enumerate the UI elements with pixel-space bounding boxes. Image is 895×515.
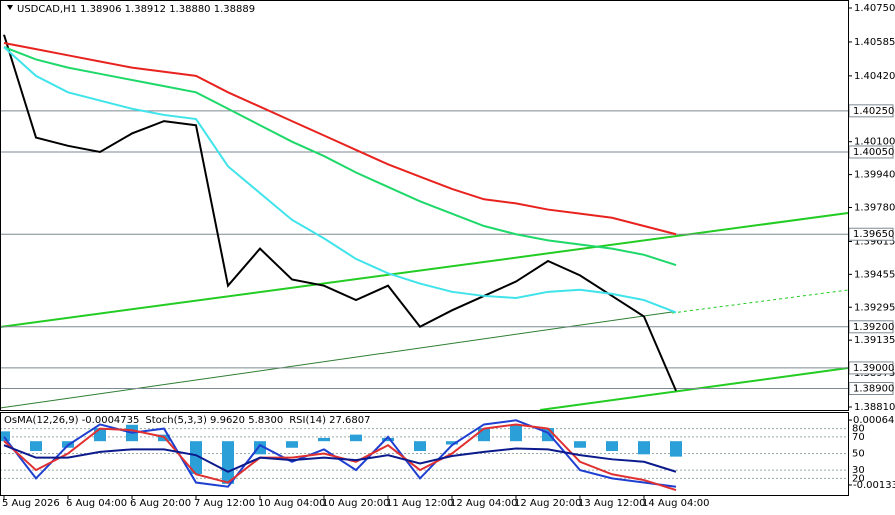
- legend-entry: Stoch(5,3,3) 9.9620 5.8300: [145, 415, 283, 426]
- series-line: [3, 444, 677, 473]
- series-line: [3, 46, 677, 267]
- level-label: 1.39000: [853, 363, 894, 374]
- y-tick-label: 1.40420: [854, 71, 895, 82]
- series-line: [3, 41, 677, 236]
- y-tick-label: 1.39780: [854, 203, 895, 214]
- histogram-bar: [510, 424, 522, 442]
- x-tick-label: 6 Aug 04:00: [66, 498, 127, 509]
- histogram-bar: [318, 437, 330, 442]
- histogram-bar: [574, 441, 586, 448]
- legend-entry: RSI(14) 27.6807: [289, 415, 370, 426]
- y-tick-label: 1.39295: [854, 302, 895, 313]
- x-tick-label: 12 Aug 20:00: [514, 498, 581, 509]
- y-tick-label: 1.39135: [854, 335, 895, 346]
- level-label: 1.40250: [853, 106, 894, 117]
- series-line: [3, 423, 677, 491]
- histogram-bar: [190, 441, 202, 475]
- x-tick-label: 13 Aug 12:00: [578, 498, 645, 509]
- histogram-bar: [478, 428, 490, 442]
- x-tick-label: 12 Aug 04:00: [450, 498, 517, 509]
- y-tick-label: 1.38810: [854, 402, 895, 413]
- legend-entry: OsMA(12,26,9) -0.0004735: [4, 415, 139, 426]
- y-tick-label: 70: [852, 432, 865, 443]
- histogram-bar: [0, 431, 10, 442]
- histogram-bar: [94, 428, 106, 442]
- y-tick-label: 1.39455: [854, 269, 895, 280]
- y-tick-label: 80: [852, 424, 865, 435]
- level-label: 1.39650: [853, 229, 894, 240]
- histogram-bar: [638, 441, 650, 455]
- level-label: 1.40050: [853, 147, 894, 158]
- series-line: [3, 34, 677, 392]
- trend-line: [0, 311, 673, 409]
- level-label: 1.38900: [853, 383, 894, 394]
- x-tick-label: 6 Aug 20:00: [130, 498, 191, 509]
- trend-line: [0, 212, 849, 328]
- y-tick-label: 30: [852, 465, 865, 476]
- y-tick-label: 50: [852, 449, 865, 460]
- histogram-bar: [446, 441, 458, 445]
- y-tick-label: 1.40750: [854, 3, 895, 14]
- level-label: 1.39200: [853, 322, 894, 333]
- histogram-bar: [670, 441, 682, 457]
- y-tick-label: 1.40585: [854, 37, 895, 48]
- y-tick-label: 1.40100: [854, 137, 895, 148]
- price-panel: 1.40750 1.40585 1.40420 1.40100 1.39940 1.397…: [0, 3, 895, 413]
- histogram-bar: [350, 434, 362, 442]
- series-line: [3, 46, 677, 314]
- histogram-bar: [606, 441, 618, 452]
- chart-title: USDCAD,H1 1.38906 1.38912 1.38880 1.3888…: [17, 4, 255, 15]
- panel-frame: [0, 412, 849, 496]
- y-tick-label: 1.39615: [854, 236, 895, 247]
- y2-tick-label: 0.0006434: [853, 415, 895, 426]
- histogram-bar: [222, 441, 234, 484]
- y-tick-label: 20: [852, 473, 865, 484]
- histogram-bar: [414, 441, 426, 452]
- x-tick-label: 10 Aug 20:00: [322, 498, 389, 509]
- histogram-bar: [30, 441, 42, 452]
- histogram-bar: [254, 441, 266, 455]
- trend-line: [539, 367, 849, 411]
- panel-frame: [0, 0, 849, 411]
- histogram-bar: [286, 441, 298, 448]
- x-tick-label: 11 Aug 12:00: [386, 498, 453, 509]
- y2-tick-label: -0.001334: [853, 480, 895, 491]
- x-tick-label: 14 Aug 04:00: [642, 498, 709, 509]
- x-tick-label: 10 Aug 04:00: [258, 498, 325, 509]
- histogram-bar: [382, 437, 394, 442]
- icon: [7, 5, 13, 10]
- x-tick-label: 5 Aug 2026: [2, 498, 60, 509]
- x-tick-label: 7 Aug 12:00: [194, 498, 255, 509]
- y-tick-label: 1.39940: [854, 170, 895, 181]
